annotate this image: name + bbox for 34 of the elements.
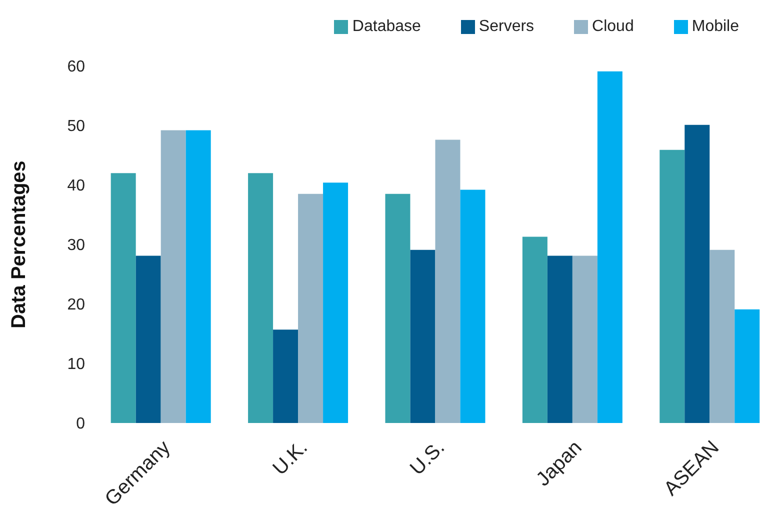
bar	[547, 256, 572, 423]
bar	[435, 140, 460, 423]
y-axis-title: Data Percentages	[8, 160, 30, 328]
bar	[248, 173, 274, 423]
legend-label: Mobile	[692, 18, 739, 35]
bar	[110, 173, 136, 423]
bar	[160, 130, 186, 423]
x-tick-label: U.K.	[268, 436, 312, 480]
bar	[684, 124, 710, 423]
bar	[460, 190, 486, 423]
bar	[273, 330, 298, 423]
x-tick-label: U.S.	[406, 436, 450, 480]
y-tick-label: 30	[67, 237, 86, 254]
y-tick-label: 10	[67, 356, 86, 374]
bar	[572, 256, 598, 423]
bar	[522, 236, 548, 423]
bar	[734, 309, 760, 423]
bar	[298, 194, 324, 423]
bar	[410, 250, 436, 423]
bar	[660, 150, 685, 423]
legend-label: Database	[352, 18, 421, 35]
bar	[710, 250, 735, 423]
legend-label: Servers	[478, 18, 534, 35]
bar	[385, 194, 410, 423]
bar	[597, 71, 622, 423]
bar	[186, 130, 211, 423]
legend-label: Cloud	[592, 18, 634, 35]
y-tick-label: 60	[67, 58, 86, 76]
bar	[136, 256, 161, 423]
y-tick-label: 40	[67, 178, 86, 195]
y-tick-label: 50	[67, 118, 86, 136]
y-tick-label: 0	[76, 416, 86, 433]
y-tick-label: 20	[67, 296, 86, 314]
bar	[323, 182, 348, 423]
